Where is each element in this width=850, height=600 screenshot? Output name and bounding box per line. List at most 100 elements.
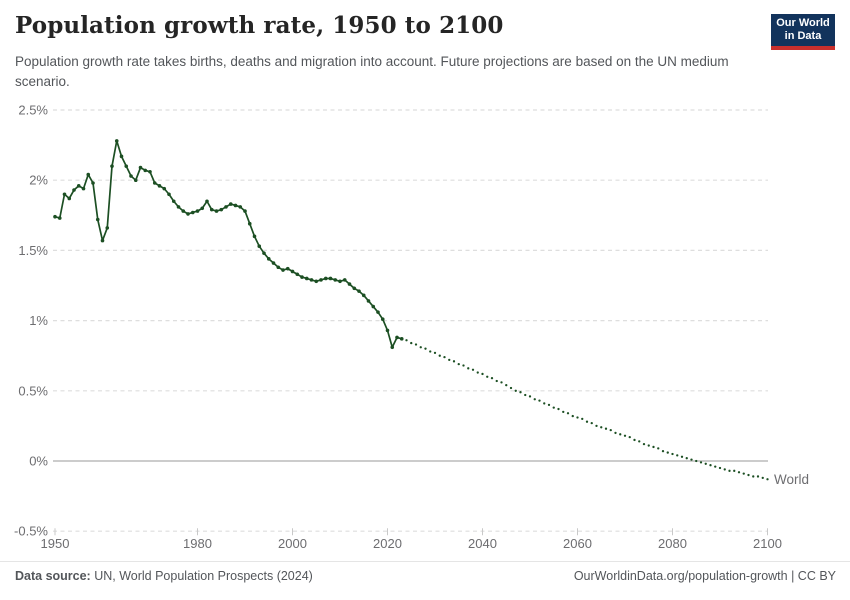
projection-data-point[interactable] <box>405 339 408 342</box>
historical-data-point[interactable] <box>395 335 399 340</box>
historical-data-point[interactable] <box>53 214 57 219</box>
projection-data-point[interactable] <box>495 379 498 383</box>
historical-data-point[interactable] <box>119 154 124 159</box>
historical-data-point[interactable] <box>176 205 181 209</box>
projection-data-point[interactable] <box>505 384 508 387</box>
projection-data-point[interactable] <box>733 469 736 472</box>
historical-data-point[interactable] <box>271 261 276 265</box>
projection-data-point[interactable] <box>443 355 446 359</box>
historical-data-point[interactable] <box>205 199 209 204</box>
historical-data-point[interactable] <box>57 216 62 220</box>
projection-data-point[interactable] <box>642 443 646 446</box>
historical-data-point[interactable] <box>238 205 243 209</box>
historical-data-point[interactable] <box>399 337 404 341</box>
historical-data-point[interactable] <box>190 210 195 215</box>
projection-data-point[interactable] <box>623 434 627 437</box>
projection-data-point[interactable] <box>714 465 717 468</box>
projection-data-point[interactable] <box>756 475 760 478</box>
projection-data-point[interactable] <box>467 367 470 370</box>
projection-data-point[interactable] <box>414 343 418 346</box>
projection-data-point[interactable] <box>557 407 560 411</box>
projection-data-point[interactable] <box>718 466 722 470</box>
historical-data-point[interactable] <box>380 317 385 321</box>
projection-data-point[interactable] <box>699 461 703 464</box>
projection-data-point[interactable] <box>752 475 755 478</box>
historical-data-point[interactable] <box>81 186 86 191</box>
historical-data-point[interactable] <box>152 181 157 185</box>
historical-data-point[interactable] <box>100 238 105 243</box>
historical-data-point[interactable] <box>352 286 357 291</box>
projection-data-point[interactable] <box>509 386 513 390</box>
projection-data-point[interactable] <box>609 428 612 432</box>
historical-data-point[interactable] <box>366 299 371 303</box>
historical-data-point[interactable] <box>361 293 366 298</box>
projection-data-point[interactable] <box>709 464 712 467</box>
historical-data-point[interactable] <box>95 217 100 222</box>
projection-data-point[interactable] <box>524 393 527 397</box>
projection-data-point[interactable] <box>766 478 769 481</box>
projection-data-point[interactable] <box>429 350 432 353</box>
historical-data-point[interactable] <box>266 257 271 261</box>
projection-data-point[interactable] <box>614 431 617 435</box>
historical-data-point[interactable] <box>323 276 328 281</box>
historical-data-point[interactable] <box>219 207 224 212</box>
projection-data-point[interactable] <box>742 472 745 475</box>
projection-data-point[interactable] <box>666 451 669 454</box>
world-series-label[interactable]: World <box>774 472 809 487</box>
historical-data-point[interactable] <box>148 169 152 174</box>
historical-data-point[interactable] <box>129 174 133 178</box>
projection-data-point[interactable] <box>457 362 460 366</box>
projection-data-point[interactable] <box>481 372 484 376</box>
projection-data-point[interactable] <box>562 410 565 414</box>
projection-data-point[interactable] <box>685 457 688 460</box>
projection-data-point[interactable] <box>680 455 684 458</box>
projection-data-point[interactable] <box>448 358 451 362</box>
historical-data-point[interactable] <box>257 244 262 248</box>
projection-data-point[interactable] <box>661 450 665 453</box>
historical-data-point[interactable] <box>252 234 257 239</box>
historical-data-point[interactable] <box>124 164 129 168</box>
historical-data-point[interactable] <box>67 196 72 201</box>
projection-data-point[interactable] <box>737 471 741 474</box>
historical-data-point[interactable] <box>209 207 214 212</box>
historical-data-point[interactable] <box>347 282 352 286</box>
projection-data-point[interactable] <box>514 389 517 392</box>
projection-data-point[interactable] <box>619 433 622 436</box>
historical-data-point[interactable] <box>309 278 314 282</box>
historical-data-point[interactable] <box>333 278 338 282</box>
historical-data-point[interactable] <box>228 202 233 206</box>
projection-data-point[interactable] <box>566 412 570 415</box>
historical-data-point[interactable] <box>300 275 304 279</box>
historical-data-point[interactable] <box>276 265 281 270</box>
historical-data-point[interactable] <box>243 209 247 213</box>
projection-data-point[interactable] <box>552 406 555 409</box>
historical-data-point[interactable] <box>114 139 119 143</box>
projection-data-point[interactable] <box>604 427 608 430</box>
projection-data-point[interactable] <box>676 454 679 457</box>
projection-data-point[interactable] <box>438 354 441 357</box>
projection-data-point[interactable] <box>628 435 631 439</box>
projection-data-point[interactable] <box>638 440 641 443</box>
projection-data-point[interactable] <box>728 469 731 472</box>
projection-data-point[interactable] <box>595 424 598 428</box>
historical-data-point[interactable] <box>281 268 285 272</box>
projection-data-point[interactable] <box>490 377 494 380</box>
historical-series-line[interactable] <box>54 140 402 349</box>
projection-data-point[interactable] <box>547 403 551 406</box>
owid-url-license[interactable]: OurWorldinData.org/population-growth | C… <box>573 569 836 583</box>
historical-data-point[interactable] <box>319 278 323 282</box>
historical-data-point[interactable] <box>186 212 190 216</box>
projection-data-point[interactable] <box>571 414 574 418</box>
projection-data-point[interactable] <box>633 438 636 442</box>
projection-data-point[interactable] <box>747 473 750 477</box>
historical-data-point[interactable] <box>171 199 176 204</box>
projection-data-point[interactable] <box>585 420 589 423</box>
projection-data-point[interactable] <box>462 364 465 367</box>
projection-data-point[interactable] <box>543 402 546 405</box>
historical-data-point[interactable] <box>138 165 143 170</box>
projection-data-point[interactable] <box>419 346 422 349</box>
projection-data-point[interactable] <box>690 458 693 461</box>
historical-data-point[interactable] <box>167 192 171 197</box>
historical-data-point[interactable] <box>86 172 91 177</box>
historical-data-point[interactable] <box>72 188 76 192</box>
